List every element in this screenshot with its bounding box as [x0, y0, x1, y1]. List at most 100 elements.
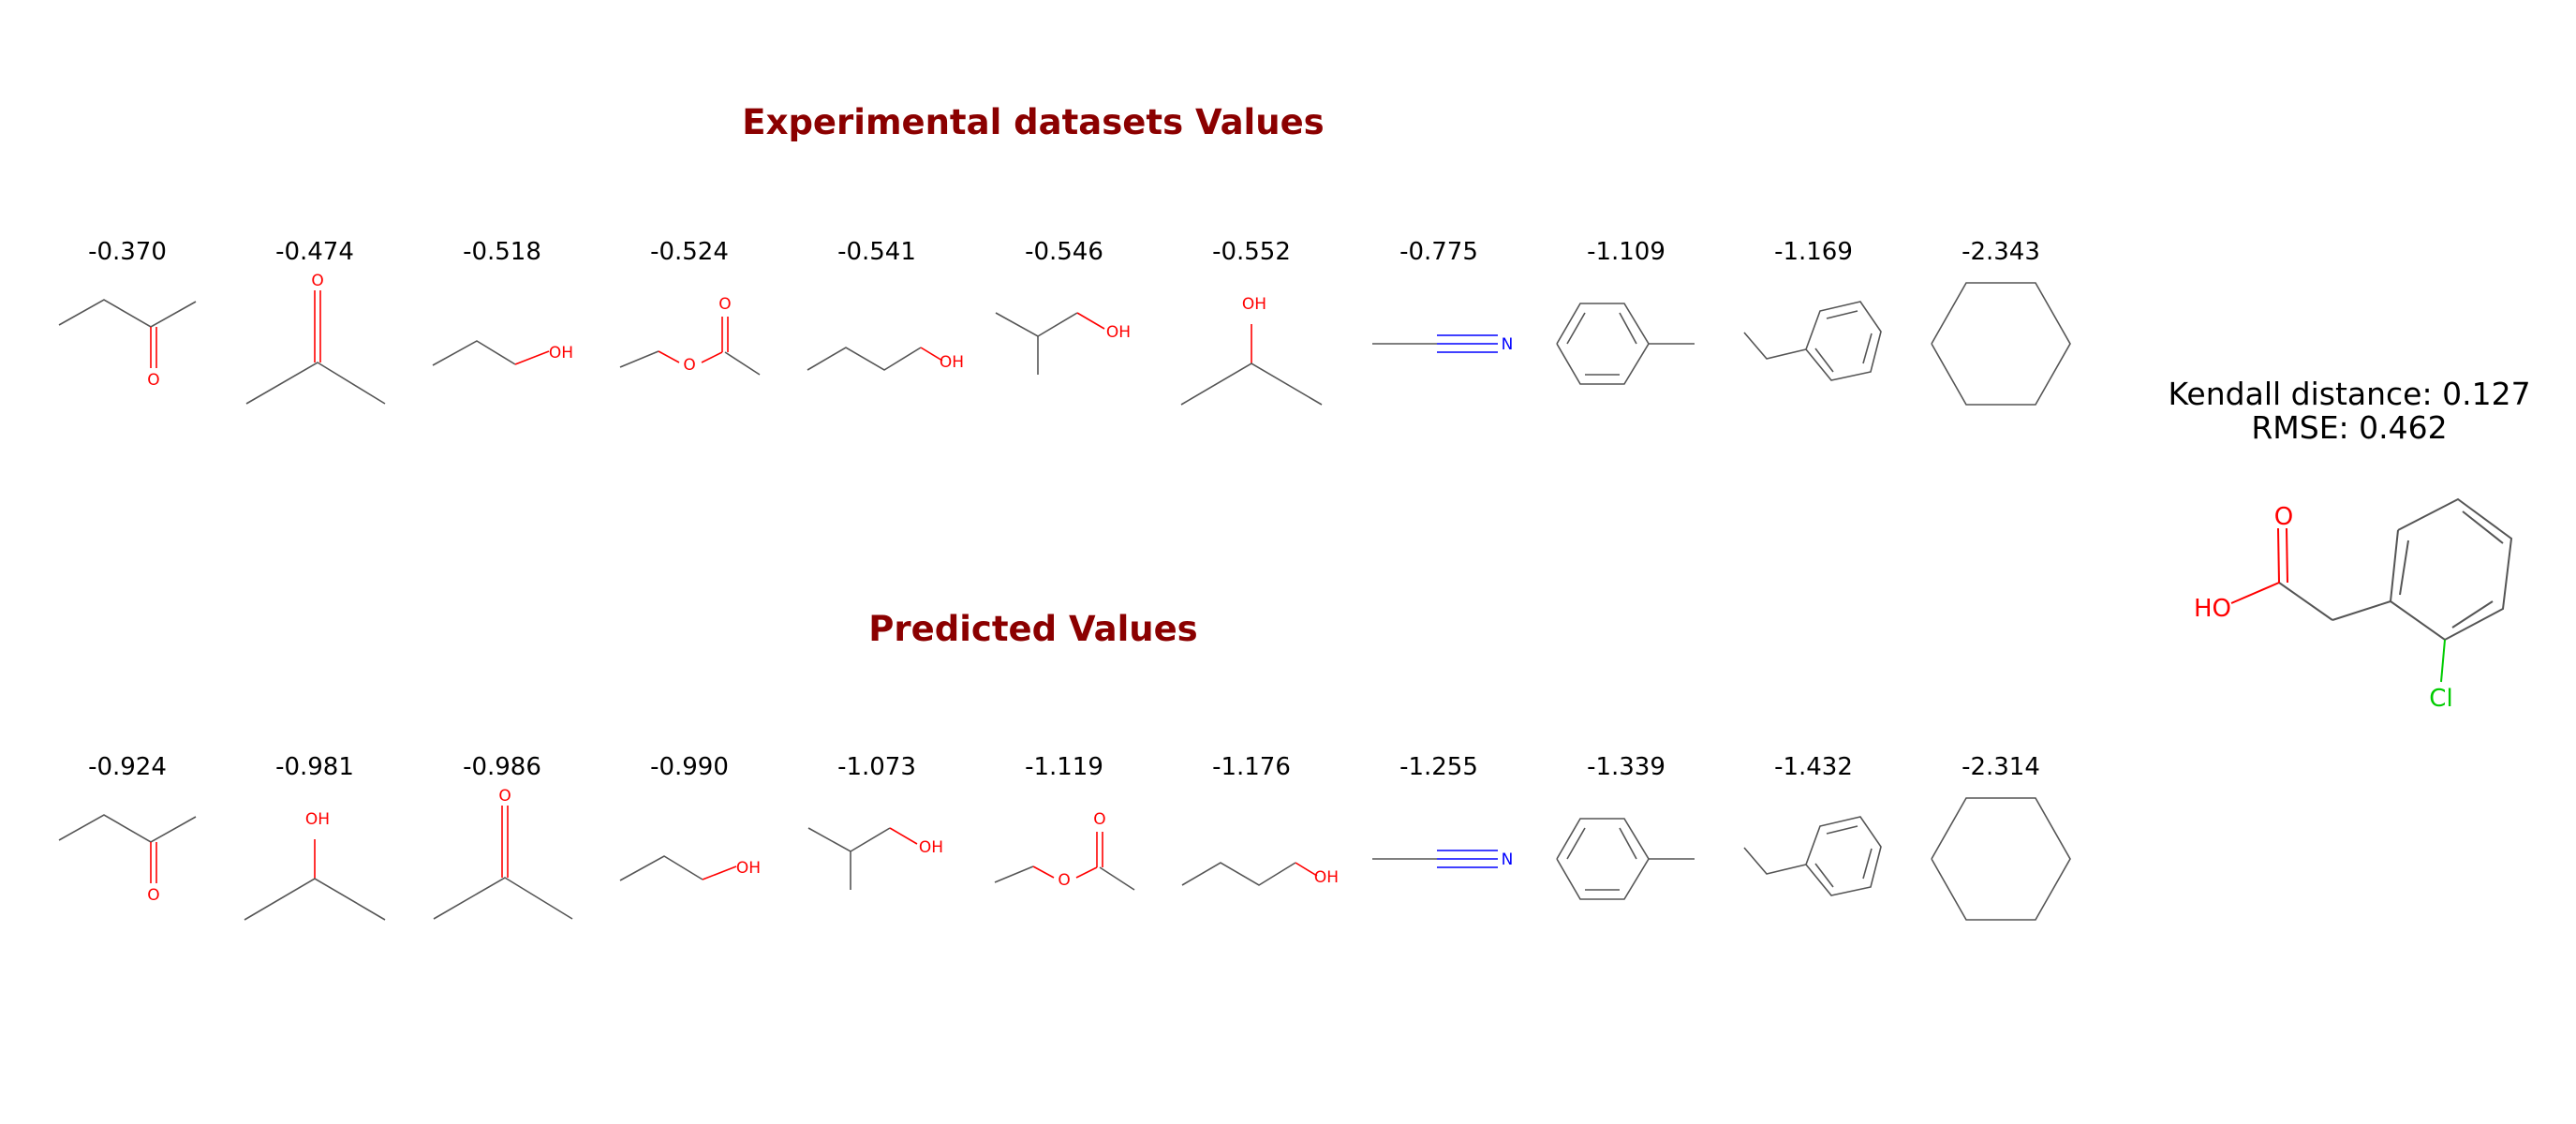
- predicted-value: -0.924: [88, 753, 167, 781]
- bond: [658, 350, 680, 363]
- hydroxyl-label: OH: [1106, 323, 1131, 342]
- predicted-value: -2.314: [1962, 753, 2040, 781]
- bond: [1032, 865, 1055, 879]
- experimental-item: -0.524 OO: [619, 238, 761, 376]
- oxygen-label: O: [1093, 810, 1105, 829]
- toluene-structure: [1556, 303, 1695, 385]
- cyclohexane-structure: [1931, 797, 2071, 921]
- bond: [58, 299, 197, 328]
- bond: [244, 878, 386, 921]
- bond: [1814, 348, 1834, 373]
- predicted-value: -0.981: [275, 753, 354, 781]
- bond: [889, 827, 918, 845]
- nitrogen-label: N: [1502, 850, 1514, 869]
- cyclohexane-structure: [1931, 282, 2071, 406]
- butanone-structure: O: [58, 299, 197, 390]
- ethyl-acetate-structure: OO: [619, 295, 761, 376]
- predicted-value: -1.119: [1025, 753, 1103, 781]
- experimental-item: -0.546 OH: [995, 238, 1131, 375]
- predicted-item: -1.255 N: [1372, 753, 1513, 869]
- acetone-structure: O: [245, 272, 386, 405]
- experimental-value: -0.541: [837, 238, 916, 266]
- experimental-item: -1.109: [1556, 238, 1695, 385]
- propanol-structure: OH: [619, 855, 761, 881]
- bond: [432, 340, 516, 366]
- oxygen-label: O: [311, 272, 323, 290]
- bond: [701, 351, 723, 363]
- solute-carbonyl-oxygen: O: [2274, 503, 2293, 531]
- predicted-title: Predicted Values: [868, 609, 1197, 649]
- oxygen-label: O: [147, 886, 159, 905]
- bond: [245, 362, 386, 405]
- solute-bond: [2277, 527, 2280, 584]
- butanone-structure: O: [58, 814, 197, 905]
- experimental-item: -0.552 OH: [1180, 238, 1323, 406]
- solute-bond: [2230, 582, 2280, 604]
- experimental-value: -0.474: [275, 238, 354, 266]
- solute-structure: O HO Cl: [2194, 497, 2513, 713]
- bond: [807, 347, 922, 371]
- experimental-item: -0.370 O: [58, 238, 197, 390]
- oxygen-label: O: [683, 356, 695, 375]
- predicted-value: -1.432: [1774, 753, 1853, 781]
- predicted-item: -0.924 O: [58, 753, 197, 905]
- bond: [1180, 362, 1323, 406]
- experimental-value: -0.370: [88, 238, 167, 266]
- solute-chlorine: Cl: [2429, 685, 2452, 713]
- experimental-item: -0.541 OH: [807, 238, 964, 372]
- bond: [995, 312, 1078, 337]
- oxygen-label: O: [1058, 871, 1070, 890]
- experimental-item: -0.775 N: [1372, 238, 1513, 354]
- rmse: RMSE: 0.462: [2251, 409, 2447, 446]
- experimental-value: -0.546: [1025, 238, 1103, 266]
- experimental-item: -1.169: [1743, 238, 1882, 381]
- isopropanol-structure: OH: [1180, 295, 1323, 406]
- predicted-item: -0.986 O: [433, 753, 573, 920]
- solute-ring-inner-bond: [2462, 510, 2504, 544]
- solute-ring: [2389, 497, 2513, 642]
- isobutanol-structure: OH: [807, 827, 943, 890]
- bond: [702, 865, 737, 880]
- bond: [1931, 797, 2071, 921]
- solute-ring-inner-bond: [2399, 540, 2409, 596]
- isopropanol-structure: OH: [244, 810, 386, 921]
- nitrogen-label: N: [1502, 335, 1514, 354]
- bond: [1075, 866, 1098, 879]
- experimental-item: -2.343: [1931, 238, 2071, 406]
- ethylbenzene-structure: [1743, 816, 1882, 896]
- bond: [994, 865, 1034, 883]
- experimental-item: -0.518 OH: [432, 238, 573, 366]
- bond: [1556, 303, 1650, 385]
- predicted-value: -1.339: [1587, 753, 1666, 781]
- bond: [433, 877, 573, 920]
- bond: [920, 347, 943, 362]
- isobutanol-structure: OH: [995, 312, 1131, 375]
- bond: [1862, 333, 1873, 364]
- oxygen-label: O: [147, 371, 159, 390]
- bond: [514, 350, 550, 365]
- predicted-item: -0.981 OH: [244, 753, 386, 921]
- experimental-value: -1.109: [1587, 238, 1666, 266]
- predicted-item: -1.119 O O: [994, 753, 1135, 891]
- predicted-value: -1.073: [837, 753, 916, 781]
- hydroxyl-label: OH: [940, 353, 964, 372]
- experimental-value: -0.775: [1399, 238, 1478, 266]
- bond: [619, 350, 659, 368]
- experimental-value: -0.518: [463, 238, 541, 266]
- bond: [1743, 332, 1807, 360]
- experimental-value: -0.552: [1212, 238, 1291, 266]
- predicted-item: -1.339: [1556, 753, 1695, 900]
- bond: [1805, 301, 1882, 381]
- bond: [1566, 827, 1586, 860]
- bond: [724, 351, 761, 376]
- predicted-value: -0.990: [650, 753, 729, 781]
- hydroxyl-label: OH: [549, 344, 573, 362]
- bond: [1556, 818, 1650, 900]
- experimental-value: -0.524: [650, 238, 729, 266]
- experimental-value: -1.169: [1774, 238, 1853, 266]
- bond: [1743, 847, 1807, 875]
- hydroxyl-label: OH: [736, 859, 761, 878]
- predicted-value: -1.255: [1399, 753, 1478, 781]
- bond: [807, 827, 891, 852]
